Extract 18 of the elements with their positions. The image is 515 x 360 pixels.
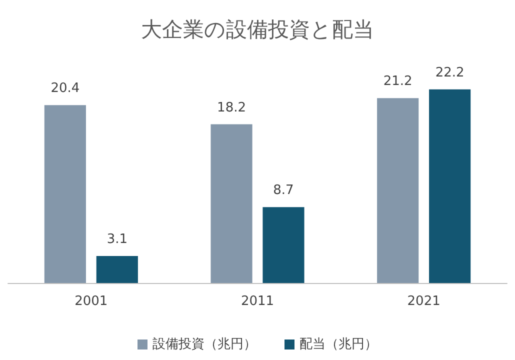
legend-label: 設備投資（兆円） (152, 337, 256, 352)
bar (96, 256, 138, 283)
x-tick-label: 2011 (240, 294, 274, 309)
data-label: 3.1 (106, 232, 128, 247)
x-tick-label: 2021 (407, 294, 440, 309)
data-label: 8.7 (273, 183, 294, 198)
data-label: 21.2 (383, 74, 412, 90)
bar (262, 207, 304, 283)
data-label: 20.4 (50, 81, 80, 96)
bar (44, 105, 86, 283)
bar (429, 89, 471, 283)
legend-label: 配当（兆円） (300, 337, 378, 352)
bar (210, 124, 252, 283)
bar (377, 98, 419, 283)
data-label: 18.2 (217, 100, 246, 116)
data-label: 22.2 (435, 65, 464, 80)
x-tick-label: 2001 (74, 294, 108, 309)
chart-title: 大企業の設備投資と配当 (141, 18, 374, 42)
